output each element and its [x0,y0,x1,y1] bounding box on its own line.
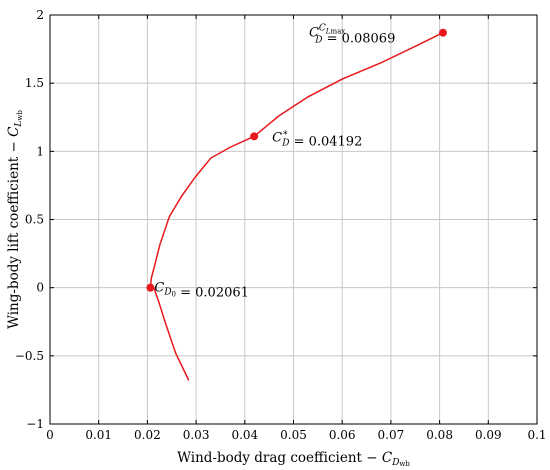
y-tick-label: 0.5 [25,213,44,227]
annotation-label: CD0 = 0.02061 [154,281,249,301]
annotation-points [146,28,447,292]
x-tick-label: 0 [46,428,54,442]
x-tick-label: 0.02 [134,428,161,442]
x-tick-label: 0.09 [475,428,502,442]
y-tick-label: 0 [36,281,44,295]
x-tick-label: 0.08 [426,428,453,442]
annotations: CD0 = 0.02061 C∗ D = 0.04192 CCLmax D = 0.08… [154,24,395,301]
annotation-point [250,132,259,141]
x-tick-label: 0.06 [329,428,356,442]
x-tick-label: 0.1 [527,428,546,442]
grid-lines [49,14,538,425]
y-tick-label: 2 [36,8,44,22]
annotation-point [146,283,155,292]
y-tick-label: −0.5 [15,349,44,363]
annotation-point [438,28,447,37]
polar-curve [149,32,444,381]
x-tick-label: 0.04 [231,428,258,442]
y-tick-label: 1.5 [25,76,44,90]
x-tick-label: 0.07 [378,428,405,442]
x-tick-label: 0.03 [183,428,210,442]
annotation-label: C∗ D = 0.04192 [272,128,362,149]
y-axis-label: Wing-body lift coefficient − CLwb [6,110,24,329]
y-tick-label: −1 [26,417,44,431]
axis-ticks: 0 0.01 0.02 0.03 0.04 0.05 0.06 0.07 0.08 0.09 0.1… [15,8,547,442]
x-axis-label: Wind-body drag coefficient − CDwb [177,450,410,468]
series-layer [149,32,444,381]
y-tick-label: 1 [36,144,44,158]
x-tick-label: 0.01 [85,428,112,442]
x-tick-label: 0.05 [280,428,307,442]
annotation-label: CCLmax D = 0.08069 [309,24,395,47]
